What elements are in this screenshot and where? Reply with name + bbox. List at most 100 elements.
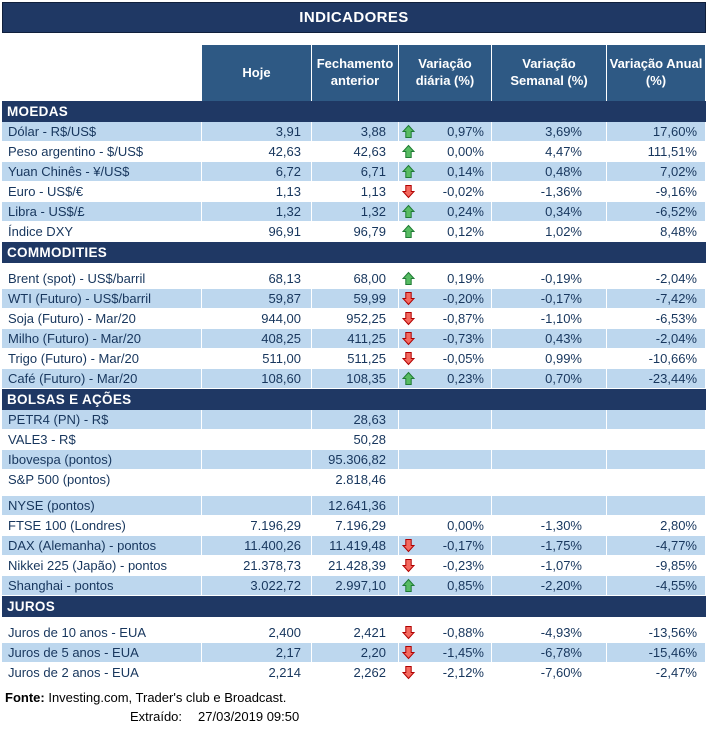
variacao-diaria-cell: 0,00% <box>399 142 491 161</box>
variacao-diaria-value: -0,73% <box>442 331 484 346</box>
variacao-diaria-cell <box>399 410 491 429</box>
fechamento-anterior-cell: 96,79 <box>353 224 386 239</box>
table-row: Ibovespa (pontos) 95.306,82 <box>2 450 706 470</box>
variacao-diaria-cell: -0,88% <box>399 623 491 642</box>
spacer-row <box>2 263 706 269</box>
column-header-variacao-diaria: Variação diária (%) <box>399 45 491 101</box>
variacao-semanal-cell: -6,78% <box>492 643 606 662</box>
indicator-label-cell: Café (Futuro) - Mar/20 <box>2 369 201 388</box>
variacao-anual-cell: 2,80% <box>660 518 697 533</box>
indicator-label-cell: Juros de 10 anos - EUA <box>8 625 147 640</box>
hoje-cell: 511,00 <box>262 351 301 366</box>
hoje-cell: 1,13 <box>275 184 301 199</box>
arrow-placeholder <box>402 452 415 467</box>
indicator-label-cell: Trigo (Futuro) - Mar/20 <box>8 351 139 366</box>
variacao-diaria-cell: 0,85% <box>399 576 491 595</box>
hoje-cell: 68,13 <box>268 271 301 286</box>
fechamento-anterior-cell: 7.196,29 <box>335 518 386 533</box>
variacao-diaria-cell: 0,23% <box>399 369 491 388</box>
report-title: INDICADORES <box>2 2 706 33</box>
variacao-diaria-value: 0,23% <box>447 371 484 386</box>
variacao-semanal-cell: -1,36% <box>540 184 582 199</box>
variacao-diaria-cell: -2,12% <box>399 663 491 682</box>
arrow-placeholder <box>402 412 415 427</box>
variacao-anual-cell: -2,47% <box>655 665 697 680</box>
table-row: Juros de 2 anos - EUA 2,214 2,262 -2,12% -7,… <box>2 663 706 683</box>
indicators-report: INDICADORES Hoje Fechamento anterior Var… <box>2 2 706 724</box>
fechamento-anterior-cell: 2,20 <box>312 643 398 662</box>
source-label: Fonte: <box>5 690 45 705</box>
down-arrow-icon <box>402 184 415 199</box>
indicator-label-cell: Libra - US$/£ <box>2 202 201 221</box>
down-arrow-icon <box>402 625 415 640</box>
variacao-semanal-cell <box>492 450 606 469</box>
hoje-cell <box>202 496 311 515</box>
variacao-anual-cell: 111,51% <box>647 144 697 159</box>
variacao-semanal-cell: -2,20% <box>492 576 606 595</box>
fechamento-anterior-cell: 68,00 <box>353 271 386 286</box>
variacao-diaria-cell: 0,97% <box>399 122 491 141</box>
hoje-cell: 1,32 <box>202 202 311 221</box>
variacao-semanal-cell: -1,07% <box>540 558 582 573</box>
indicator-label-cell: VALE3 - R$ <box>8 432 76 447</box>
fechamento-anterior-cell: 21.428,39 <box>328 558 386 573</box>
variacao-anual-cell: -4,55% <box>607 576 705 595</box>
indicator-label-cell: Nikkei 225 (Japão) - pontos <box>8 558 167 573</box>
indicator-label-cell: FTSE 100 (Londres) <box>8 518 126 533</box>
arrow-placeholder <box>402 498 415 513</box>
fechamento-anterior-cell: 28,63 <box>312 410 398 429</box>
variacao-anual-cell: 17,60% <box>607 122 705 141</box>
variacao-semanal-cell <box>492 410 606 429</box>
variacao-diaria-cell: 0,14% <box>399 162 491 181</box>
variacao-diaria-cell: -0,87% <box>399 309 491 328</box>
table-row: PETR4 (PN) - R$ 28,63 <box>2 410 706 430</box>
variacao-diaria-cell: 0,00% <box>399 516 491 535</box>
fechamento-anterior-cell: 11.419,48 <box>312 536 398 555</box>
table-row: VALE3 - R$ 50,28 <box>2 430 706 450</box>
variacao-semanal-cell: 0,70% <box>492 369 606 388</box>
spacer-row <box>2 490 706 496</box>
variacao-anual-cell: -13,56% <box>648 625 697 640</box>
variacao-diaria-value: 0,14% <box>447 164 484 179</box>
variacao-diaria-value: -2,12% <box>442 665 484 680</box>
table-row: Juros de 5 anos - EUA 2,17 2,20 -1,45% -6,78… <box>2 643 706 663</box>
indicator-label-cell: Shanghai - pontos <box>2 576 201 595</box>
variacao-diaria-value: -0,20% <box>442 291 484 306</box>
down-arrow-icon <box>402 311 415 326</box>
variacao-semanal-cell: 0,48% <box>492 162 606 181</box>
variacao-semanal-cell: -0,17% <box>492 289 606 308</box>
indicator-label-cell: Juros de 2 anos - EUA <box>8 665 139 680</box>
table-row: Shanghai - pontos 3.022,72 2.997,10 0,85% -2… <box>2 576 706 596</box>
variacao-anual-cell: 8,48% <box>660 224 697 239</box>
hoje-cell <box>202 470 311 489</box>
variacao-semanal-cell: -7,60% <box>540 665 582 680</box>
variacao-anual-cell: -15,46% <box>607 643 705 662</box>
variacao-diaria-cell: -0,02% <box>399 182 491 201</box>
indicator-label-cell: S&P 500 (pontos) <box>8 472 111 487</box>
variacao-semanal-cell: -4,93% <box>540 625 582 640</box>
fechamento-anterior-cell: 12.641,36 <box>312 496 398 515</box>
fechamento-anterior-cell: 95.306,82 <box>312 450 398 469</box>
variacao-diaria-cell: -0,20% <box>399 289 491 308</box>
hoje-cell: 21.378,73 <box>243 558 301 573</box>
fechamento-anterior-cell: 2,421 <box>353 625 386 640</box>
hoje-cell: 108,60 <box>202 369 311 388</box>
fechamento-anterior-cell: 6,71 <box>312 162 398 181</box>
fechamento-anterior-cell: 1,32 <box>312 202 398 221</box>
table-row: Yuan Chinês - ¥/US$ 6,72 6,71 0,14% 0,48% 7,0… <box>2 162 706 182</box>
column-header-row: Hoje Fechamento anterior Variação diária… <box>2 45 706 101</box>
extract-value: 27/03/2019 09:50 <box>198 709 300 724</box>
table-row: FTSE 100 (Londres) 7.196,29 7.196,29 0,00% -… <box>2 516 706 536</box>
source-text: Investing.com, Trader's club e Broadcast… <box>48 690 287 705</box>
indicator-label-cell: Soja (Futuro) - Mar/20 <box>8 311 136 326</box>
variacao-anual-cell <box>607 430 705 449</box>
indicator-label-cell: Peso argentino - $/US$ <box>8 144 144 159</box>
variacao-diaria-value: 0,00% <box>447 144 484 159</box>
variacao-semanal-cell <box>492 470 606 489</box>
variacao-diaria-cell <box>399 470 491 489</box>
up-arrow-icon <box>402 144 415 159</box>
indicator-label-cell: DAX (Alemanha) - pontos <box>2 536 201 555</box>
variacao-semanal-cell: 0,34% <box>492 202 606 221</box>
hoje-cell: 408,25 <box>202 329 311 348</box>
variacao-anual-cell: -6,53% <box>655 311 697 326</box>
